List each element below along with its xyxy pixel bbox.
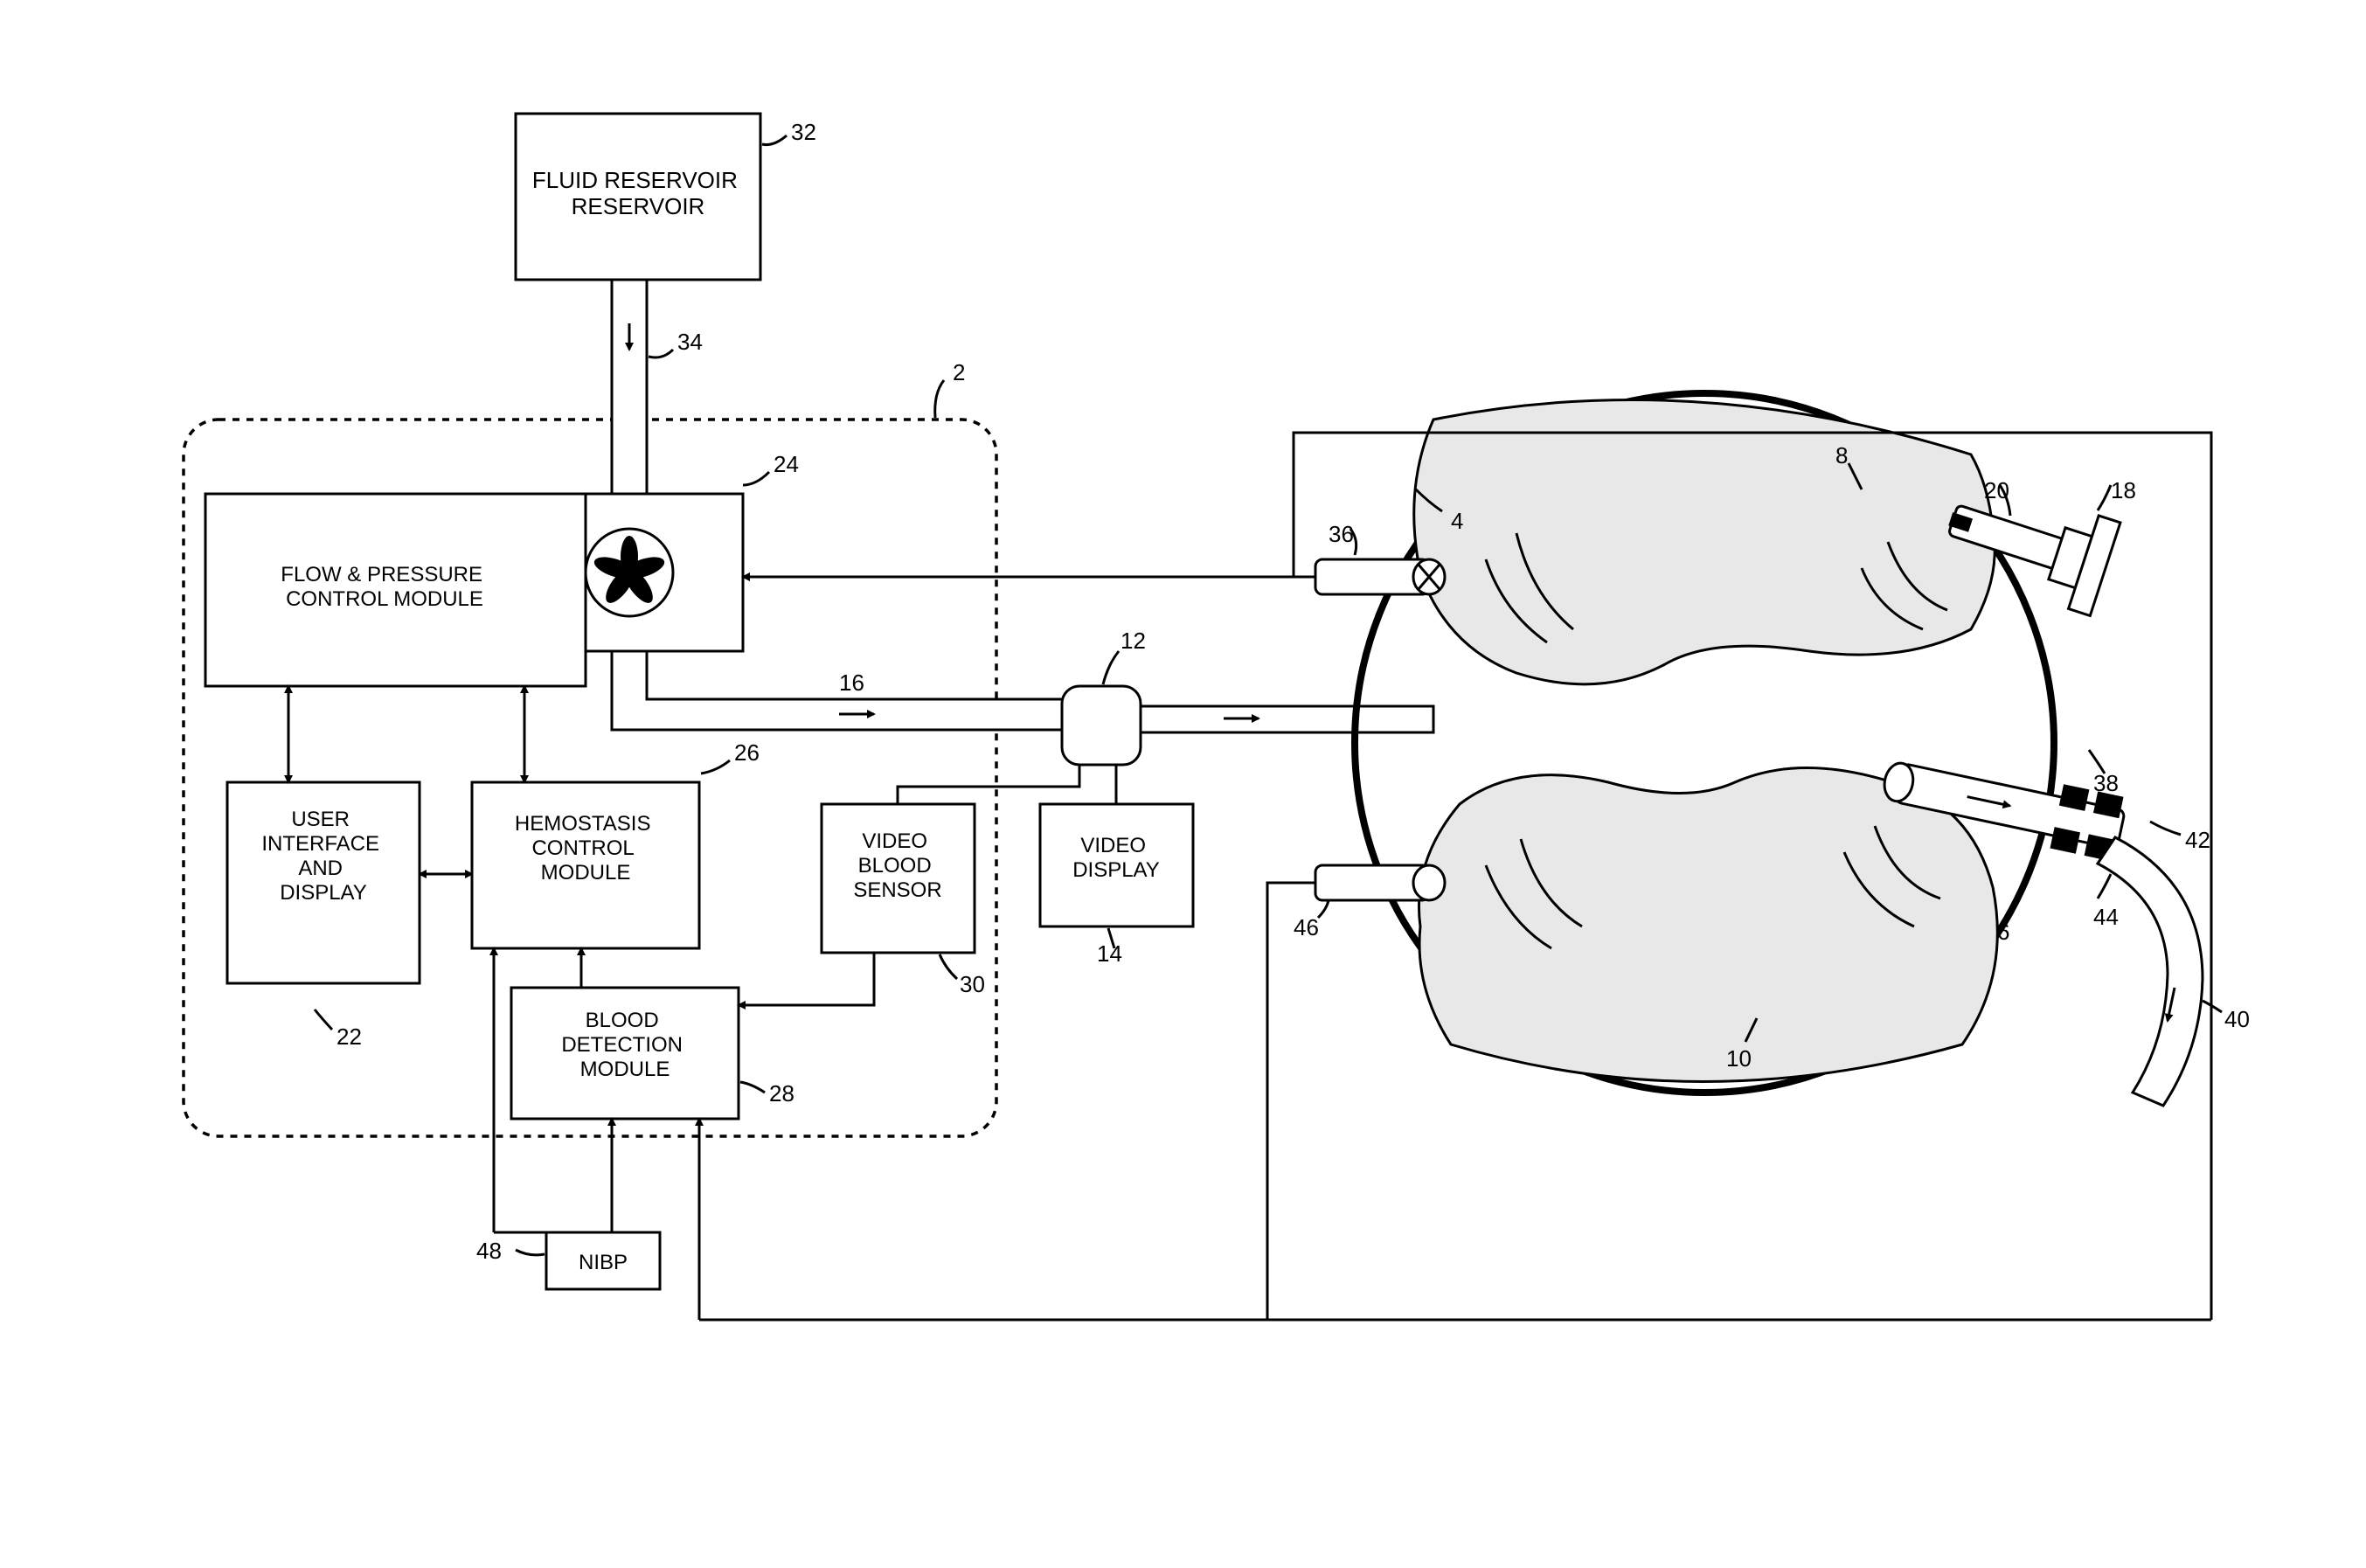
outflow-tube (2098, 837, 2203, 1106)
camera-junction (1062, 686, 1141, 765)
ref-16: 16 (839, 670, 864, 696)
ref-6: 6 (1997, 919, 2009, 945)
ref-8: 8 (1835, 442, 1848, 468)
flow-pressure-label: FLOW & PRESSURE CONTROL MODULE (281, 563, 488, 611)
ref-40: 40 (2224, 1006, 2250, 1032)
ref-36: 36 (1329, 521, 1354, 547)
ref-32: 32 (791, 119, 816, 145)
ref-4: 4 (1451, 508, 1463, 534)
system-diagram: 2 FLUID RESERVOIR RESERVOIR 32 34 24 FLO… (0, 0, 2366, 1564)
ref-22: 22 (337, 1023, 362, 1050)
femur-bone (1414, 400, 1995, 684)
ref-18: 18 (2111, 477, 2136, 503)
bottom-cannula (1315, 865, 1445, 900)
ref-38: 38 (2093, 770, 2119, 796)
ref-26: 26 (734, 739, 760, 766)
ref-10: 10 (1726, 1045, 1752, 1072)
ref-12: 12 (1121, 628, 1146, 654)
video-display-label: VIDEO DISPLAY (1072, 834, 1160, 882)
ref-34: 34 (677, 329, 703, 355)
ref-24: 24 (774, 451, 799, 477)
ref-14: 14 (1097, 940, 1122, 967)
ref-44: 44 (2093, 904, 2119, 930)
ref-30: 30 (960, 971, 985, 997)
ref-48: 48 (476, 1238, 502, 1264)
video-blood-sensor-label: VIDEO BLOOD SENSOR (853, 829, 941, 902)
ref-46: 46 (1294, 914, 1319, 940)
ref-2: 2 (953, 359, 965, 385)
ref-42: 42 (2185, 827, 2210, 853)
ref-28: 28 (769, 1080, 794, 1107)
pressure-cannula (1315, 559, 1445, 594)
scope-tube (1141, 706, 1433, 732)
inlet-pipe (612, 280, 647, 498)
nibp-label: NIBP (579, 1251, 628, 1274)
